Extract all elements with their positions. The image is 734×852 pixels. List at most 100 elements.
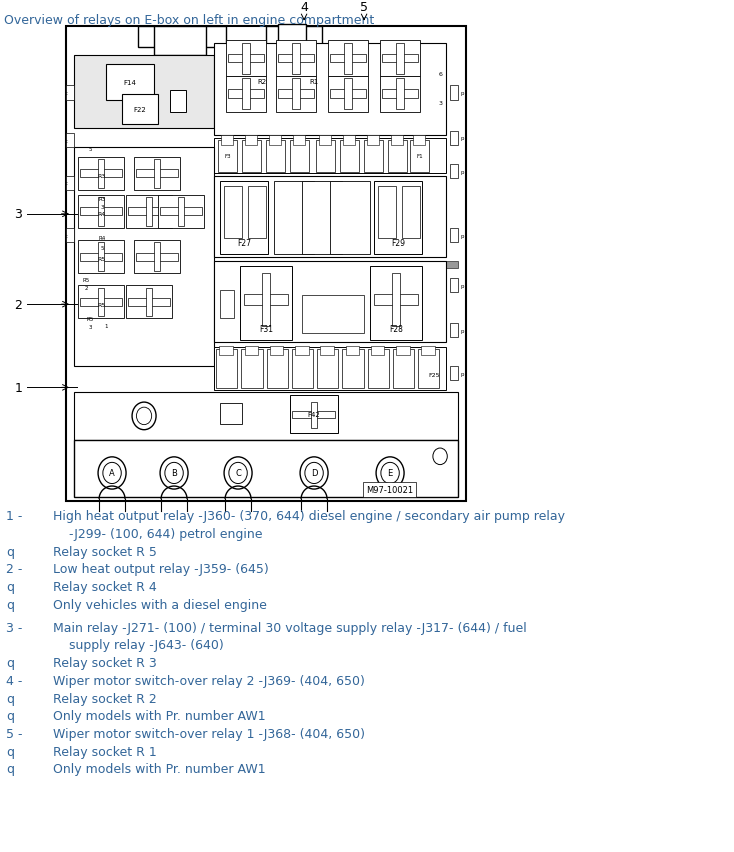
Text: 2: 2 xyxy=(15,298,22,311)
Bar xyxy=(368,350,389,389)
Text: R2: R2 xyxy=(258,78,266,84)
Bar xyxy=(421,347,435,355)
Text: 3: 3 xyxy=(438,101,442,106)
Bar xyxy=(292,79,299,110)
Bar xyxy=(328,41,368,77)
Bar xyxy=(66,86,74,101)
Bar xyxy=(80,170,122,178)
Bar xyxy=(367,136,379,146)
Bar xyxy=(380,77,420,112)
Bar xyxy=(219,347,233,355)
Text: Main relay -J271- (100) / terminal 30 voltage supply relay -J317- (644) / fuel: Main relay -J271- (100) / terminal 30 vo… xyxy=(53,621,526,634)
Text: q: q xyxy=(6,692,14,705)
Bar xyxy=(242,141,261,173)
Bar xyxy=(128,298,170,307)
Text: F42: F42 xyxy=(308,412,321,417)
Text: Only vehicles with a diesel engine: Only vehicles with a diesel engine xyxy=(53,598,266,611)
Bar xyxy=(98,243,104,272)
Bar xyxy=(294,136,305,146)
Text: c: c xyxy=(65,181,68,187)
Bar xyxy=(160,208,202,216)
Text: c: c xyxy=(65,91,68,96)
Text: p: p xyxy=(460,136,464,141)
Text: R1: R1 xyxy=(310,78,319,84)
Bar xyxy=(374,181,422,255)
Text: R4: R4 xyxy=(98,236,106,241)
Bar xyxy=(128,208,170,216)
Bar xyxy=(344,43,352,74)
Bar xyxy=(122,95,158,125)
Text: F1: F1 xyxy=(416,154,423,159)
Text: E: E xyxy=(388,469,393,478)
Bar xyxy=(262,274,270,326)
Bar xyxy=(74,393,458,440)
Bar xyxy=(346,347,359,355)
Bar xyxy=(402,187,420,239)
Text: F28: F28 xyxy=(389,325,403,333)
Text: R3: R3 xyxy=(98,197,106,201)
Bar xyxy=(410,141,429,173)
Bar xyxy=(244,295,288,305)
Bar xyxy=(240,267,292,341)
Bar xyxy=(224,187,242,239)
Bar xyxy=(319,136,331,146)
Bar xyxy=(66,229,74,243)
Bar xyxy=(228,90,264,99)
Text: Overview of relays on E-box on left in engine compartment: Overview of relays on E-box on left in e… xyxy=(4,14,374,27)
Text: 3: 3 xyxy=(15,208,22,221)
Text: F25: F25 xyxy=(429,372,440,377)
Text: R4: R4 xyxy=(97,212,106,217)
Bar xyxy=(214,348,446,390)
Text: Only models with Pr. number AW1: Only models with Pr. number AW1 xyxy=(53,763,266,775)
Text: p: p xyxy=(460,328,464,333)
Text: Relay socket R 4: Relay socket R 4 xyxy=(53,580,156,593)
Bar xyxy=(320,347,334,355)
Text: q: q xyxy=(6,598,14,611)
Bar xyxy=(391,136,403,146)
Bar xyxy=(220,181,268,255)
Text: 2 -: 2 - xyxy=(6,562,22,576)
Text: Relay socket R 5: Relay socket R 5 xyxy=(53,545,157,558)
Bar xyxy=(274,181,314,255)
Bar xyxy=(450,366,458,381)
Text: supply relay -J643- (640): supply relay -J643- (640) xyxy=(53,638,224,652)
Bar xyxy=(78,158,124,191)
Bar xyxy=(270,347,283,355)
Bar xyxy=(328,77,368,112)
Bar xyxy=(214,139,446,174)
Text: p: p xyxy=(460,284,464,288)
Bar xyxy=(382,55,418,63)
Bar xyxy=(126,285,172,319)
Bar xyxy=(266,27,322,49)
Bar xyxy=(226,77,266,112)
Bar xyxy=(242,43,250,74)
Text: A: A xyxy=(109,469,115,478)
Bar xyxy=(396,43,404,74)
Bar xyxy=(158,196,204,229)
Bar xyxy=(330,181,370,255)
Bar xyxy=(134,240,180,274)
Text: F27: F27 xyxy=(237,239,251,248)
Text: p: p xyxy=(460,371,464,377)
Text: M97-10021: M97-10021 xyxy=(366,486,413,494)
Bar xyxy=(146,198,153,227)
Bar xyxy=(290,395,338,434)
Text: q: q xyxy=(6,545,14,558)
Text: 5: 5 xyxy=(360,2,368,14)
Text: p: p xyxy=(460,91,464,96)
Bar xyxy=(266,141,286,173)
Text: 5: 5 xyxy=(88,147,92,152)
Bar xyxy=(450,86,458,101)
Bar xyxy=(228,55,264,63)
Bar xyxy=(74,262,458,269)
Bar xyxy=(78,240,124,274)
Text: 2: 2 xyxy=(84,285,88,291)
Bar xyxy=(374,295,418,305)
Text: F22: F22 xyxy=(134,106,147,112)
Text: R5: R5 xyxy=(97,302,105,308)
Bar xyxy=(153,243,161,272)
Bar xyxy=(330,55,366,63)
Bar xyxy=(371,347,385,355)
Bar xyxy=(170,91,186,112)
Text: c: c xyxy=(65,233,68,239)
